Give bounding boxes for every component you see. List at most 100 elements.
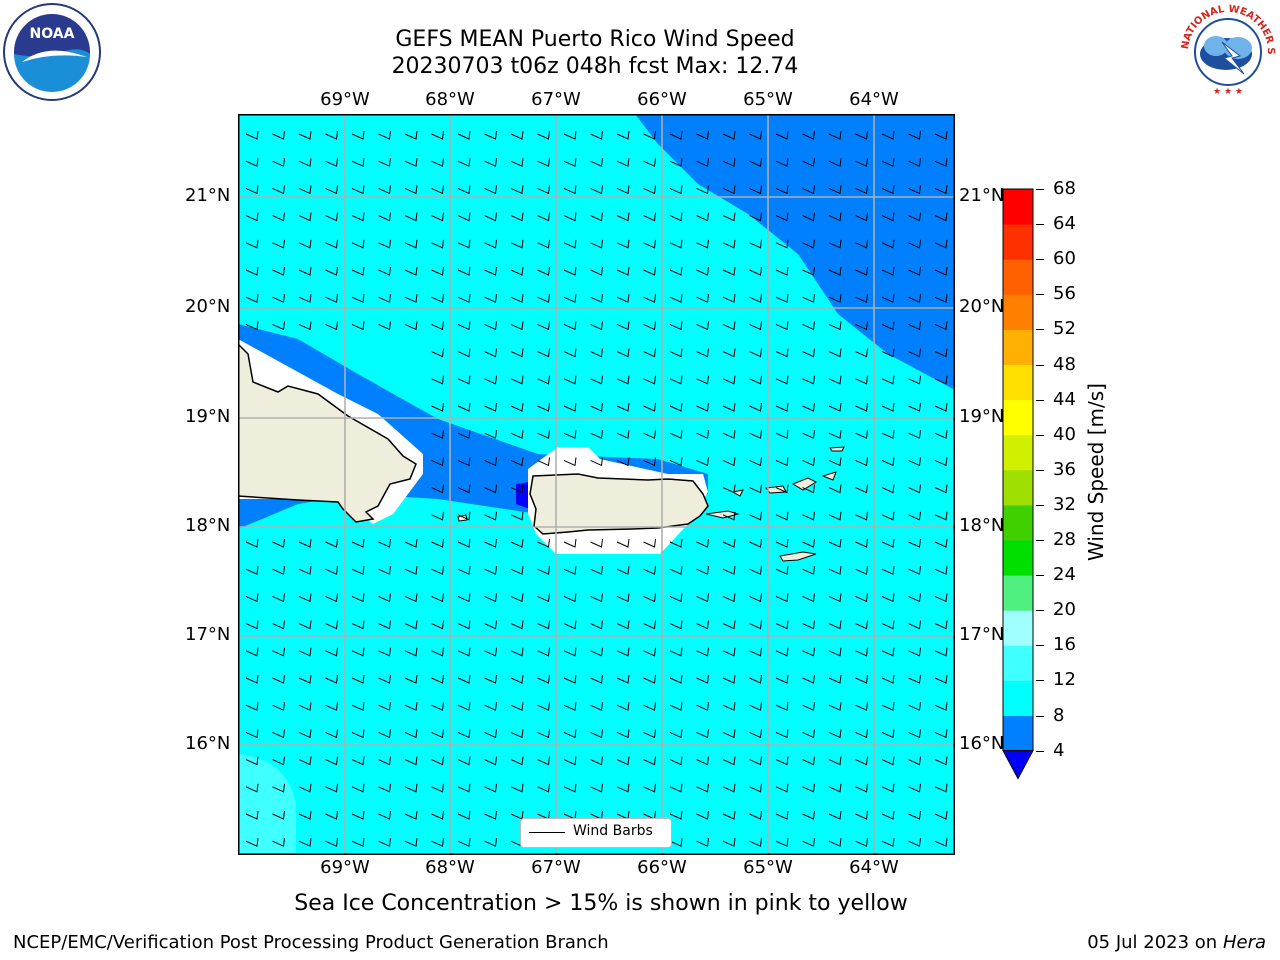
wind-barb <box>590 538 603 548</box>
wind-barb <box>828 294 842 303</box>
wind-barb <box>643 538 656 548</box>
wind-barb <box>855 810 868 820</box>
wind-barb <box>855 756 868 766</box>
wind-barb <box>934 674 948 684</box>
wind-barb <box>484 484 497 494</box>
wind-barb <box>404 185 418 195</box>
colorbar-segment <box>1003 434 1033 471</box>
wind-barb <box>722 212 736 222</box>
wind-barb <box>828 593 842 603</box>
wind-barb <box>616 402 630 412</box>
wind-barb <box>272 647 285 657</box>
wind-barb <box>272 538 285 548</box>
wind-barb <box>431 321 444 331</box>
wind-barb <box>855 566 868 575</box>
wind-barb <box>828 375 842 385</box>
wind-barb <box>934 810 948 820</box>
wind-barb <box>775 756 789 766</box>
colorbar-tick <box>1036 575 1044 577</box>
wind-barb <box>643 430 656 439</box>
wind-barb <box>775 593 789 603</box>
wind-barb <box>616 566 630 575</box>
wind-barb <box>802 538 815 548</box>
wind-barb <box>351 674 365 684</box>
colorbar-segment <box>1003 224 1033 260</box>
wind-barb <box>298 838 312 847</box>
wind-barb <box>802 158 815 167</box>
wind-barb <box>749 838 762 847</box>
wind-barb <box>272 702 285 711</box>
wind-barb <box>298 647 312 657</box>
wind-barb <box>669 294 683 303</box>
wind-barb <box>484 566 497 575</box>
wind-barb <box>934 702 948 711</box>
wind-barb <box>881 402 895 412</box>
wind-barb <box>934 593 948 603</box>
wind-barb <box>643 593 656 603</box>
footer-machine: Hera <box>1222 932 1266 953</box>
wind-barb <box>272 620 285 630</box>
wind-barb <box>775 294 789 303</box>
wind-barb <box>775 810 789 820</box>
wind-barb <box>378 729 391 739</box>
wind-barb <box>643 647 656 657</box>
wind-barb <box>669 702 683 711</box>
wind-barb <box>696 756 709 766</box>
wind-barb <box>669 674 683 684</box>
wind-barb <box>616 729 630 739</box>
colorbar-tick <box>1036 469 1044 471</box>
wind-barb <box>351 783 365 793</box>
wind-barb <box>325 702 338 711</box>
wind-barb <box>510 647 524 657</box>
chart-subtitle: 20230703 t06z 048h fcst Max: 12.74 <box>391 54 799 79</box>
wind-barb <box>881 484 895 494</box>
wind-barb <box>855 430 868 439</box>
wind-barb <box>696 702 709 711</box>
wind-barb <box>775 838 789 847</box>
wind-barb <box>749 484 762 494</box>
wind-barb <box>802 783 815 793</box>
wind-barb <box>484 348 497 358</box>
wind-barb <box>908 783 921 793</box>
wind-barb <box>457 266 471 276</box>
wind-barb <box>537 729 550 739</box>
wind-barb <box>404 294 418 303</box>
wind-barb <box>457 566 471 575</box>
wind-barb <box>908 402 921 412</box>
wind-barb <box>775 620 789 630</box>
wind-barb <box>881 457 895 467</box>
wind-barb <box>457 402 471 412</box>
wind-barb <box>908 756 921 766</box>
wind-barb <box>908 239 921 249</box>
colorbar-tick-label: 4 <box>1053 739 1065 761</box>
wind-barb <box>775 783 789 793</box>
wind-barb <box>272 294 285 303</box>
wind-barb <box>934 239 948 249</box>
wind-barb <box>245 130 259 140</box>
wind-barb <box>696 457 709 467</box>
wind-barb <box>696 674 709 684</box>
wind-barb <box>669 566 683 575</box>
wind-barb <box>855 674 868 684</box>
wind-barb <box>855 457 868 467</box>
wind-barb <box>934 402 948 412</box>
colorbar-segment <box>1003 715 1033 752</box>
wind-barb <box>484 702 497 711</box>
wind-barb <box>881 538 895 548</box>
wind-barb <box>484 212 497 222</box>
wind-barb <box>775 511 789 521</box>
wind-barb <box>590 348 603 358</box>
wind-barb <box>828 647 842 657</box>
wind-barb <box>351 756 365 766</box>
wind-barb <box>537 402 550 412</box>
wind-barb <box>457 838 471 847</box>
wind-barb <box>749 593 762 603</box>
wind-barb <box>325 212 338 222</box>
footer-branch: NCEP/EMC/Verification Post Processing Pr… <box>13 932 609 953</box>
wind-barb <box>590 294 603 303</box>
wind-barb <box>908 729 921 739</box>
wind-barb <box>431 783 444 793</box>
wind-barb <box>828 402 842 412</box>
wind-barb <box>590 430 603 439</box>
wind-barb <box>245 729 259 739</box>
